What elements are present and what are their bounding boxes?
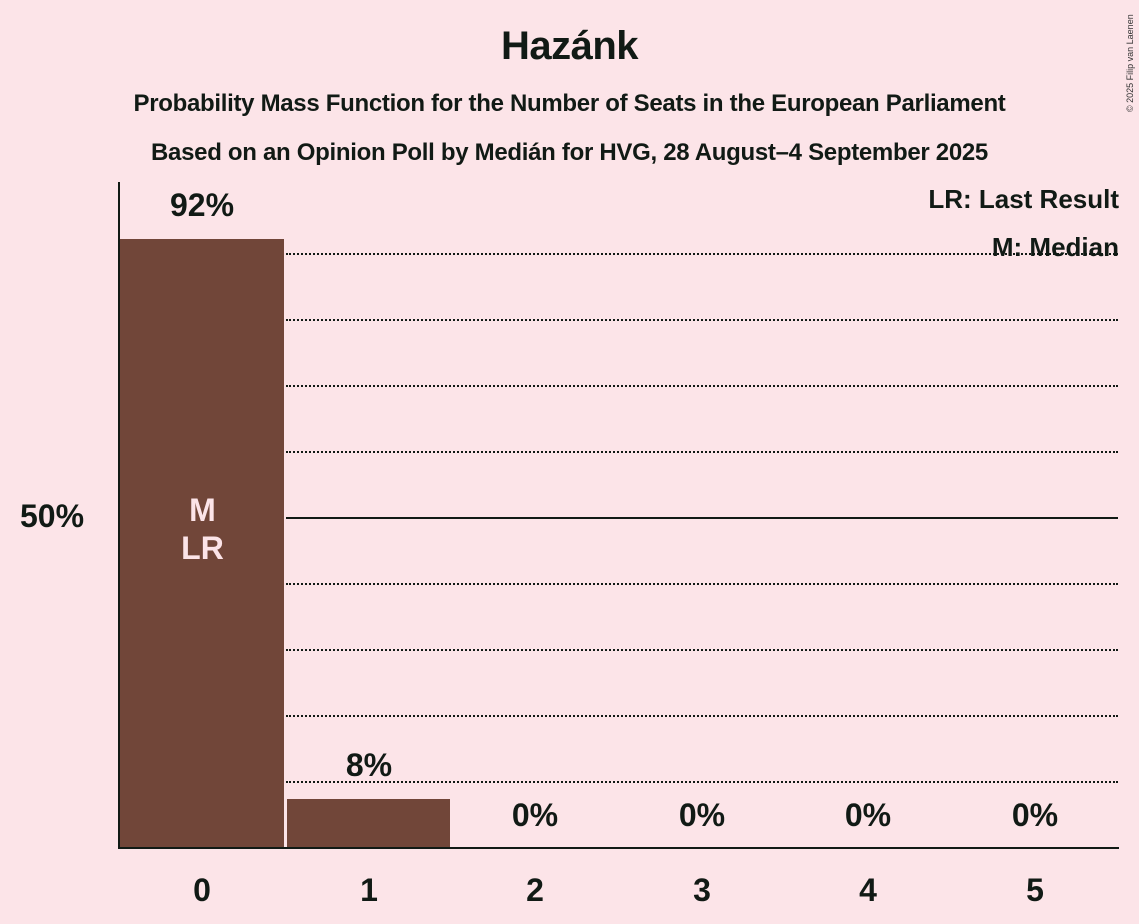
bar-label-5: 0%	[1011, 797, 1059, 833]
x-tick-5: 5	[1026, 872, 1044, 908]
bar-label-2: 0%	[511, 797, 559, 833]
gridline-70	[286, 385, 1118, 387]
gridline-90	[286, 253, 1118, 255]
x-tick-2: 2	[526, 872, 544, 908]
chart-source-line: Based on an Opinion Poll by Medián for H…	[151, 139, 988, 166]
bar-label-1: 8%	[345, 747, 393, 783]
bar-0-seats	[120, 239, 284, 848]
chart-subtitle: Probability Mass Function for the Number…	[133, 90, 1006, 117]
gridline-60	[286, 451, 1118, 453]
chart-title: Hazánk	[500, 24, 639, 68]
gridline-80	[286, 319, 1118, 321]
x-tick-0: 0	[193, 872, 211, 908]
x-tick-3: 3	[693, 872, 711, 908]
gridline-10	[286, 781, 1118, 783]
x-tick-4: 4	[859, 872, 877, 908]
bar-label-3: 0%	[678, 797, 726, 833]
median-marker: M	[189, 492, 216, 528]
y-axis	[118, 182, 120, 849]
x-tick-1: 1	[360, 872, 378, 908]
bar-1-seat	[287, 799, 450, 848]
bar-label-0: 92%	[169, 187, 235, 223]
gridline-20	[286, 715, 1118, 717]
y-tick-50: 50%	[20, 498, 85, 534]
x-axis	[118, 847, 1119, 849]
gridline-40	[286, 583, 1118, 585]
last-result-marker: LR	[181, 530, 224, 566]
legend-last-result: LR: Last Result	[928, 184, 1119, 214]
legend-median: M: Median	[991, 232, 1119, 262]
copyright-notice: © 2025 Filip van Laenen	[1125, 14, 1135, 112]
bar-label-4: 0%	[844, 797, 892, 833]
gridline-50	[286, 517, 1118, 519]
gridline-30	[286, 649, 1118, 651]
